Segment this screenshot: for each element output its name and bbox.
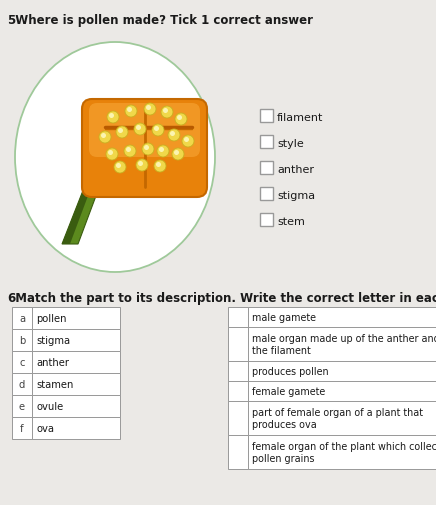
Text: 5: 5 [7,14,15,27]
Circle shape [156,163,161,168]
Text: Where is pollen made? Tick 1 correct answer: Where is pollen made? Tick 1 correct ans… [7,14,313,27]
Circle shape [136,160,148,172]
Bar [248,327,436,361]
Circle shape [146,106,151,111]
Bar [260,188,273,200]
Text: c: c [19,358,25,367]
Circle shape [177,116,182,121]
Text: pollen: pollen [36,314,67,323]
Bar [228,435,248,469]
Circle shape [144,146,149,150]
Circle shape [154,127,159,132]
Bar [12,308,32,329]
Bar [32,373,120,395]
Bar [32,417,120,439]
Text: female gamete: female gamete [252,386,325,396]
Bar [228,327,248,361]
Circle shape [175,114,187,126]
Text: style: style [277,139,304,148]
Bar [12,329,32,351]
Circle shape [159,147,164,153]
Bar [260,214,273,227]
Circle shape [108,150,113,156]
Bar [32,329,120,351]
Text: ovule: ovule [36,401,63,411]
Text: male organ made up of the anther and
the filament: male organ made up of the anther and the… [252,333,436,356]
Bar [32,308,120,329]
Circle shape [168,130,180,142]
Text: anther: anther [36,358,69,367]
Circle shape [127,108,132,113]
Bar [260,136,273,148]
Text: stem: stem [277,217,305,227]
Text: filament: filament [277,113,324,123]
Bar [260,162,273,175]
Circle shape [184,138,189,143]
Text: stamen: stamen [36,379,73,389]
Bar [228,381,248,401]
Circle shape [144,104,156,116]
Circle shape [124,146,136,158]
Circle shape [161,107,173,119]
Circle shape [136,126,141,131]
Circle shape [134,124,146,136]
Text: 6: 6 [7,291,15,305]
Text: b: b [19,335,25,345]
Bar [248,381,436,401]
Circle shape [116,164,121,169]
Circle shape [109,114,114,119]
Circle shape [154,161,166,173]
Bar [228,361,248,381]
Text: stigma: stigma [277,190,315,200]
Bar [12,417,32,439]
Text: Match the part to its description. Write the correct letter in each box: Match the part to its description. Write… [7,291,436,305]
Circle shape [157,146,169,158]
Text: anther: anther [277,165,314,175]
Bar [12,395,32,417]
Circle shape [170,132,175,137]
Circle shape [182,136,194,147]
Bar [32,395,120,417]
Polygon shape [62,138,110,244]
Circle shape [101,134,106,139]
Text: d: d [19,379,25,389]
Bar [248,308,436,327]
Circle shape [114,162,126,174]
Circle shape [118,129,123,134]
Circle shape [163,109,168,114]
Circle shape [116,127,128,139]
Circle shape [152,125,164,137]
Circle shape [142,144,154,156]
Circle shape [125,106,137,118]
Bar [248,435,436,469]
Bar [32,351,120,373]
Bar [260,110,273,123]
Circle shape [174,150,179,156]
FancyBboxPatch shape [82,100,207,197]
Circle shape [138,162,143,167]
Circle shape [126,147,131,153]
Bar [12,373,32,395]
Text: f: f [20,423,24,433]
Polygon shape [62,138,118,244]
Bar [228,308,248,327]
Circle shape [107,112,119,124]
Ellipse shape [15,43,215,273]
Circle shape [99,132,111,144]
Text: e: e [19,401,25,411]
Text: female organ of the plant which collects
pollen grains: female organ of the plant which collects… [252,441,436,463]
Text: a: a [19,314,25,323]
Text: produces pollen: produces pollen [252,366,329,376]
Text: part of female organ of a plant that
produces ova: part of female organ of a plant that pro… [252,407,423,429]
Circle shape [106,148,118,161]
FancyBboxPatch shape [89,104,200,158]
Bar [248,361,436,381]
Text: stigma: stigma [36,335,70,345]
Text: male gamete: male gamete [252,313,316,322]
Text: ova: ova [36,423,54,433]
Bar [248,401,436,435]
Bar [12,351,32,373]
Circle shape [172,148,184,161]
Bar [228,401,248,435]
